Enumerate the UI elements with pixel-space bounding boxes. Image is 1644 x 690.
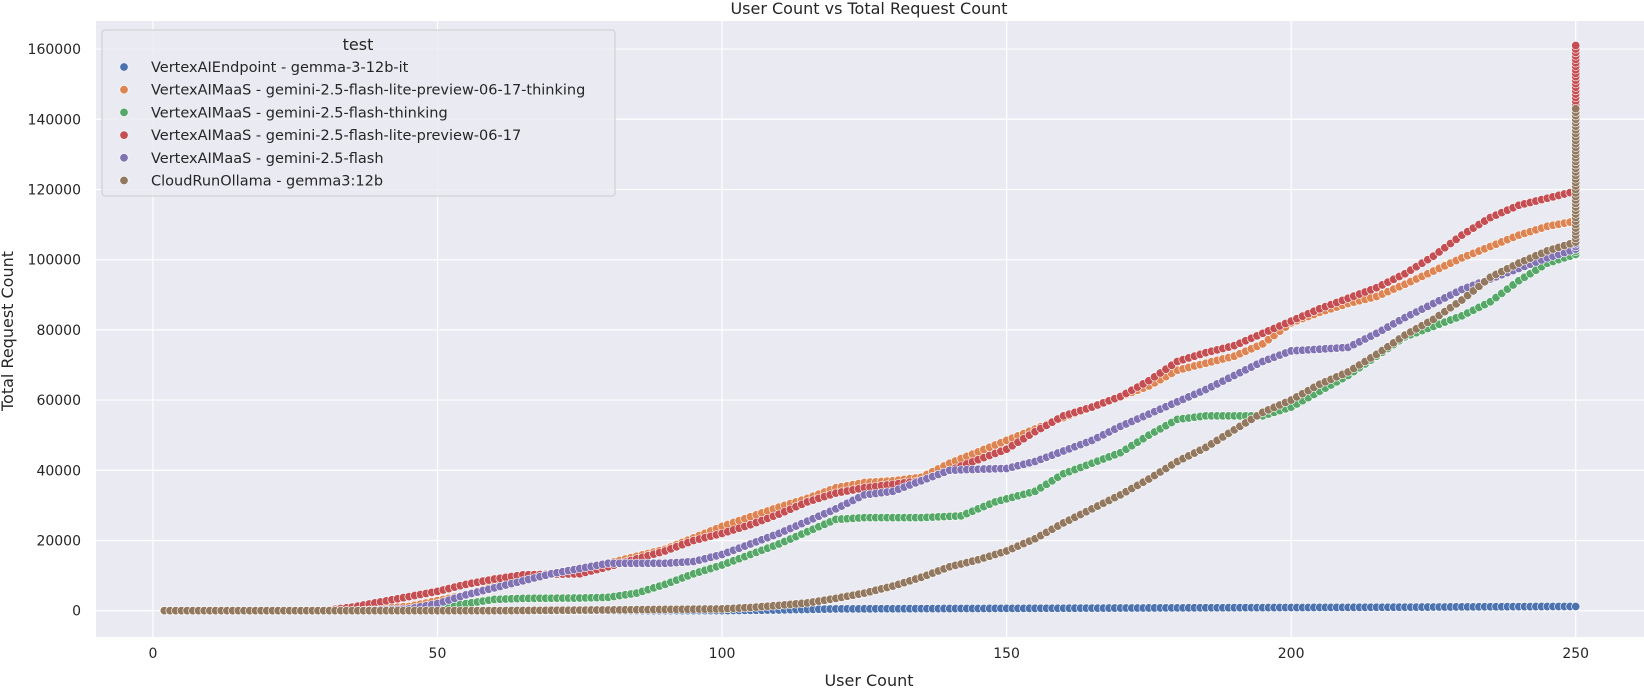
x-tick-label: 250 [1562, 646, 1589, 662]
y-tick-label: 100000 [28, 253, 81, 269]
legend-marker [119, 107, 129, 117]
legend-marker [119, 62, 129, 72]
data-point [1571, 41, 1581, 51]
legend-entry-label: VertexAIMaaS - gemini-2.5-flash [151, 151, 384, 167]
legend-marker [119, 176, 129, 186]
y-tick-labels: 0 20000 40000 60000 80000 100000 120000 140000 1… [28, 42, 81, 620]
data-points [159, 41, 1581, 616]
series-5 [159, 104, 1581, 616]
x-tick-label: 200 [1278, 646, 1305, 662]
legend-box [101, 29, 616, 197]
x-tick-label: 0 [148, 646, 157, 662]
legend: test VertexAIEndpoint - gemma-3-12b-itVe… [101, 29, 616, 197]
x-tick-label: 150 [993, 646, 1020, 662]
data-point [1571, 104, 1581, 114]
chart-title: User Count vs Total Request Count [730, 0, 1007, 18]
legend-marker [119, 153, 129, 163]
y-tick-label: 80000 [36, 323, 81, 339]
legend-title: test [343, 35, 374, 54]
y-tick-label: 120000 [28, 182, 81, 198]
legend-entry-label: VertexAIMaaS - gemini-2.5-flash-lite-pre… [151, 128, 521, 144]
y-tick-label: 40000 [36, 463, 81, 479]
legend-marker [119, 85, 129, 95]
legend-entry-label: VertexAIEndpoint - gemma-3-12b-it [151, 60, 409, 76]
legend-items: VertexAIEndpoint - gemma-3-12b-it VertexA… [119, 60, 585, 190]
y-tick-label: 0 [72, 604, 81, 620]
y-tick-label: 60000 [36, 393, 81, 409]
x-tick-label: 50 [429, 646, 447, 662]
data-point [1571, 601, 1581, 611]
y-tick-label: 140000 [28, 112, 81, 128]
x-axis-label: User Count [824, 671, 913, 690]
legend-entry-label: CloudRunOllama - gemma3:12b [151, 174, 383, 190]
y-tick-label: 160000 [28, 42, 81, 58]
legend-marker [119, 130, 129, 140]
legend-entry-label: VertexAIMaaS - gemini-2.5-flash-thinking [151, 105, 448, 121]
legend-entry-label: VertexAIMaaS - gemini-2.5-flash-lite-pre… [151, 83, 585, 99]
y-tick-label: 20000 [36, 533, 81, 549]
x-tick-labels: 0 50 100 150 200 250 [148, 646, 1589, 662]
y-axis-label: Total Request Count [0, 251, 17, 412]
x-tick-label: 100 [709, 646, 736, 662]
